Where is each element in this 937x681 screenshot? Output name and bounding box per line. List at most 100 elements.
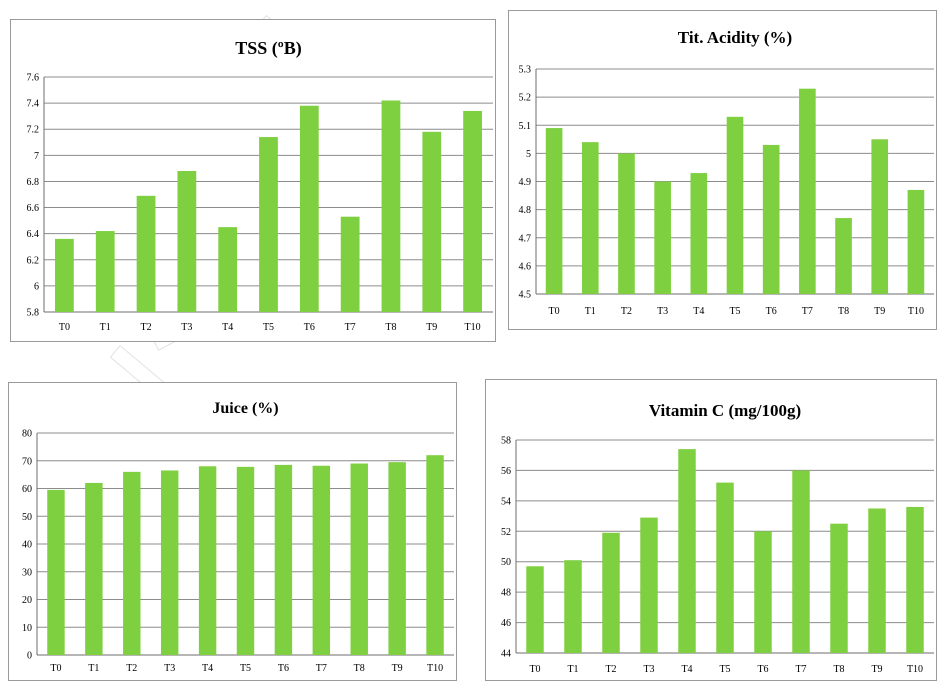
juice-chart-panel: Juice (%) 0 10 20 30 40 50 60 70 80 T0 T1 T2 T3 T4 T5 T6…	[8, 382, 457, 681]
x-tick-label: T4	[222, 322, 233, 333]
bar-t2	[618, 153, 635, 294]
bar-t9	[871, 139, 889, 294]
bar-t9	[388, 462, 406, 655]
bar-t3	[654, 181, 671, 294]
x-tick-label: T7	[345, 322, 356, 333]
bar-t0	[47, 489, 65, 655]
y-tick-label: 46	[501, 618, 511, 629]
x-tick-label: T4	[681, 664, 692, 675]
bar-t10	[463, 110, 482, 312]
tss-chart-panel: TSS (ºB) 5.8 6 6.2 6.4 6.6 6.8 7 7.2 7.4 7.6 T0 T1 T2…	[10, 19, 496, 342]
y-tick-label: 6.2	[27, 255, 40, 266]
y-tick-label: 7	[34, 151, 39, 162]
bar-t1	[581, 142, 599, 294]
y-tick-label: 50	[501, 557, 511, 568]
x-tick-label: T6	[304, 322, 315, 333]
bar-t1	[564, 560, 582, 653]
tss-chart: TSS (ºB) 5.8 6 6.2 6.4 6.6 6.8 7 7.2 7.4 7.6 T0 T1 T2…	[27, 38, 493, 333]
bar-t7	[340, 216, 360, 312]
bar-t2	[136, 195, 156, 312]
bar-t5	[259, 137, 278, 312]
x-tick-label: T2	[140, 322, 151, 333]
y-tick-label: 60	[22, 484, 32, 495]
bar-t9	[868, 508, 886, 653]
x-tick-label: T5	[729, 306, 740, 317]
bar-t8	[350, 463, 368, 655]
y-tick-label: 5.8	[27, 308, 40, 319]
bar-t7	[792, 470, 810, 653]
x-tick-label: T6	[766, 306, 777, 317]
x-tick-label: T3	[164, 663, 175, 674]
x-tick-label: T1	[88, 663, 99, 674]
x-tick-label: T5	[263, 322, 274, 333]
chart-title: Juice (%)	[212, 400, 278, 417]
x-tick-label: T10	[908, 306, 924, 317]
bar-t4	[678, 449, 696, 653]
x-tick-label: T1	[100, 322, 111, 333]
x-tick-label: T4	[202, 663, 213, 674]
y-tick-label: 6.8	[27, 177, 40, 188]
y-tick-label: 6	[34, 281, 39, 292]
y-tick-label: 7.2	[27, 125, 40, 136]
bar-t6	[299, 105, 319, 312]
bar-t10	[906, 506, 924, 653]
y-tick-label: 30	[22, 567, 32, 578]
bar-t1	[95, 231, 115, 312]
y-tick-label: 40	[22, 540, 32, 551]
x-tick-label: T6	[757, 664, 768, 675]
vitamin-c-chart: Vitamin C (mg/100g) 44 46 48 50 52 54 56 58 T0 T1 T…	[501, 401, 934, 675]
bar-t2	[123, 471, 141, 655]
y-tick-label: 54	[501, 496, 511, 507]
bar-t5	[236, 466, 255, 655]
bar-t7	[312, 465, 331, 655]
bar-t0	[526, 566, 544, 653]
bar-t6	[754, 531, 772, 653]
y-tick-label: 10	[22, 623, 32, 634]
x-tick-label: T4	[693, 306, 704, 317]
x-tick-label: T10	[427, 663, 443, 674]
bar-t6	[762, 144, 780, 294]
bar-t10	[907, 189, 925, 294]
x-tick-label: T3	[657, 306, 668, 317]
y-tick-label: 4.6	[519, 261, 532, 272]
bar-t8	[835, 218, 852, 294]
x-tick-label: T9	[874, 306, 885, 317]
y-tick-label: 0	[27, 651, 32, 662]
bar-t7	[799, 88, 816, 294]
x-tick-label: T3	[643, 664, 654, 675]
x-tick-label: T9	[871, 664, 882, 675]
bar-t8	[381, 100, 401, 312]
y-tick-label: 5.3	[519, 65, 532, 76]
y-tick-label: 4.9	[519, 177, 532, 188]
chart-title: TSS (ºB)	[235, 38, 301, 59]
acidity-chart: Tit. Acidity (%) 4.5 4.6 4.7 4.8 4.9 5 5.1 5.2 5.…	[519, 28, 934, 317]
x-tick-label: T2	[621, 306, 632, 317]
x-tick-label: T9	[392, 663, 403, 674]
y-tick-label: 48	[501, 588, 511, 599]
x-tick-label: T8	[833, 664, 844, 675]
x-tick-label: T0	[50, 663, 61, 674]
x-tick-label: T1	[567, 664, 578, 675]
acidity-chart-panel: Tit. Acidity (%) 4.5 4.6 4.7 4.8 4.9 5 5.1 5.2 5.…	[508, 10, 937, 330]
x-tick-label: T0	[529, 664, 540, 675]
x-tick-label: T7	[316, 663, 327, 674]
y-tick-label: 4.7	[519, 233, 532, 244]
y-tick-label: 52	[501, 527, 511, 538]
x-tick-label: T6	[278, 663, 289, 674]
x-tick-label: T8	[385, 322, 396, 333]
bar-t2	[602, 532, 620, 653]
bar-t4	[198, 466, 217, 655]
x-tick-label: T1	[585, 306, 596, 317]
x-tick-label: T7	[802, 306, 813, 317]
y-tick-label: 70	[22, 456, 32, 467]
y-tick-label: 7.6	[27, 73, 40, 84]
x-tick-label: T3	[181, 322, 192, 333]
bar-t6	[274, 464, 293, 655]
y-tick-label: 6.6	[27, 203, 40, 214]
chart-title: Tit. Acidity (%)	[678, 28, 792, 47]
y-tick-label: 7.4	[27, 99, 40, 110]
bar-t9	[422, 131, 442, 312]
x-tick-label: T2	[605, 664, 616, 675]
y-tick-label: 4.8	[519, 205, 532, 216]
bar-t8	[830, 523, 848, 653]
